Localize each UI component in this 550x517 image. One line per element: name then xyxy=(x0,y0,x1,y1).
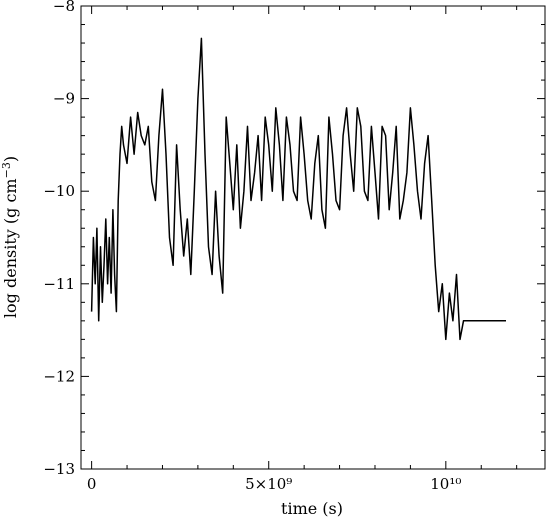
x-tick-label: 5×10⁹ xyxy=(245,475,292,493)
plot-frame xyxy=(80,5,546,470)
y-tick-label: −10 xyxy=(43,182,75,200)
x-axis-label: time (s) xyxy=(281,499,343,517)
y-tick-label: −11 xyxy=(43,275,75,293)
y-axis-label-main: log density (g cm xyxy=(1,178,20,318)
y-axis-label-exponent: −3 xyxy=(0,162,13,178)
y-tick-label: −13 xyxy=(43,460,75,478)
x-tick-label: 10¹⁰ xyxy=(430,475,461,493)
y-tick-label: −12 xyxy=(43,367,75,385)
x-axis-ticks: 0 5×10⁹ 10¹⁰ xyxy=(87,6,518,493)
y-tick-label: −9 xyxy=(53,90,75,108)
y-axis-label-close: ) xyxy=(1,156,20,162)
y-tick-label: −8 xyxy=(53,0,75,15)
density-series-line xyxy=(90,37,506,341)
x-tick-label: 0 xyxy=(87,475,97,493)
y-axis-ticks: −8 −9 −10 −11 −12 −13 xyxy=(43,0,545,478)
y-axis-label: log density (g cm−3) xyxy=(0,156,20,318)
